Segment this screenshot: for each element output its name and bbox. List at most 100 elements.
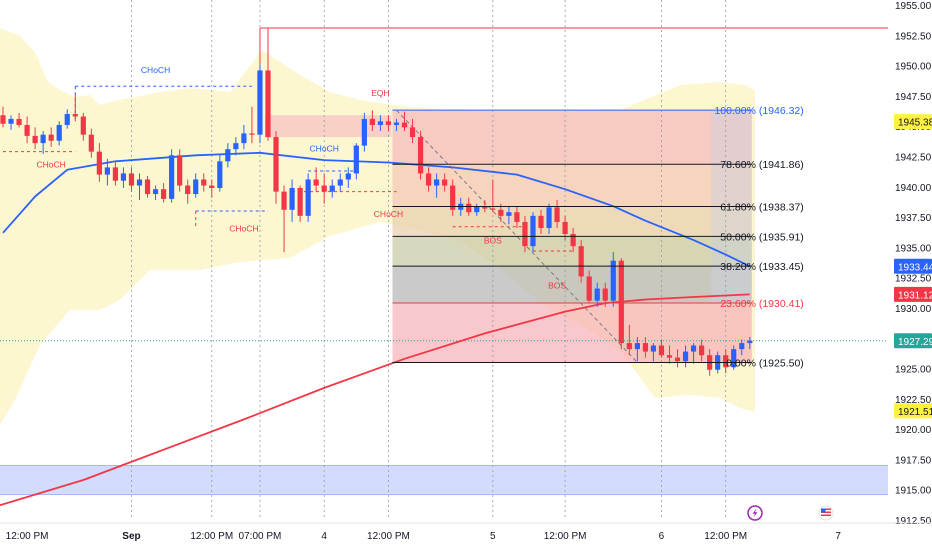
candle[interactable] [321,173,327,204]
candle[interactable] [24,116,30,144]
candle[interactable] [586,270,592,304]
candle[interactable] [377,115,384,132]
candle[interactable] [0,106,6,128]
candle[interactable] [353,143,359,180]
candle[interactable] [610,252,616,307]
candle[interactable] [739,339,745,356]
candle[interactable] [747,337,753,350]
candle[interactable] [690,343,697,364]
candle[interactable] [425,167,432,192]
candle[interactable] [634,337,640,362]
candle[interactable] [385,115,392,132]
candle[interactable] [64,109,70,129]
candle[interactable] [723,349,729,374]
candle[interactable] [650,343,657,362]
candle[interactable] [209,179,215,198]
candle[interactable] [409,118,416,144]
candle[interactable] [450,179,456,216]
candle[interactable] [201,173,207,192]
candle[interactable] [112,161,119,186]
candle[interactable] [731,345,737,370]
candle[interactable] [72,94,78,122]
candle[interactable] [554,200,560,228]
candle[interactable] [96,143,102,182]
candle[interactable] [297,185,303,222]
price-tag[interactable]: 1931.12 [894,286,932,302]
candle[interactable] [530,212,536,253]
candle[interactable] [144,175,151,198]
candle[interactable] [393,118,400,132]
candle[interactable] [48,127,54,147]
candles-layer[interactable] [0,28,753,376]
candle[interactable] [682,345,689,368]
candle[interactable] [570,227,576,253]
price-tag[interactable]: 1927.29 [894,333,932,349]
candle[interactable] [305,173,311,222]
candle[interactable] [666,345,673,364]
candle-body [321,185,327,192]
candle[interactable] [104,158,110,186]
candle[interactable] [345,167,351,188]
candle[interactable] [538,209,544,235]
candle[interactable] [506,206,512,225]
candle[interactable] [177,149,183,192]
price-tag[interactable]: 1945.38 [894,114,932,130]
candle[interactable] [40,131,46,155]
candle[interactable] [233,137,239,156]
candle[interactable] [217,155,223,192]
candle[interactable] [136,173,143,201]
candle[interactable] [128,167,135,192]
candle[interactable] [361,112,367,152]
candle[interactable] [369,110,375,132]
candle[interactable] [658,339,665,358]
fib-zone-100.00% [392,110,752,165]
lightning-icon[interactable] [747,505,763,521]
candle[interactable] [88,128,94,158]
candle[interactable] [474,203,480,216]
candle[interactable] [329,179,335,198]
candle[interactable] [699,339,705,362]
candle[interactable] [337,173,343,192]
candle[interactable] [257,64,263,144]
candle[interactable] [417,131,424,180]
candle[interactable] [434,173,440,198]
us-flag-icon[interactable] [818,505,834,521]
fibonacci-lines-layer[interactable]: 100.00% (1946.32) 78.60% (1941.86) 61.80% … [392,105,804,369]
candle[interactable] [80,112,86,141]
candle[interactable] [16,112,22,128]
candle[interactable] [56,121,62,146]
price-tag[interactable]: 1933.44 [894,258,932,274]
candle[interactable] [442,173,448,192]
time-axis[interactable]: 12:00 PM Sep 12:00 PM 07:00 PM 4 12:00 PM 5 12:… [0,522,932,542]
candle[interactable] [152,185,159,201]
candle[interactable] [265,28,271,141]
candle[interactable] [32,127,38,150]
candle[interactable] [161,183,167,203]
candle[interactable] [273,131,279,204]
candle[interactable] [578,240,584,283]
candle[interactable] [626,324,632,356]
candle[interactable] [241,124,247,150]
candle[interactable] [249,106,255,144]
candle[interactable] [546,203,552,235]
candle[interactable] [514,206,520,228]
candle[interactable] [642,337,648,358]
candle[interactable] [120,167,127,188]
candle[interactable] [193,173,199,198]
candle[interactable] [169,149,175,203]
price-tag[interactable]: 1921.51 [894,403,932,419]
candle[interactable] [281,185,287,253]
candle[interactable] [522,215,528,253]
candle[interactable] [185,179,191,204]
candle[interactable] [289,179,295,222]
candle[interactable] [674,349,681,368]
candle[interactable] [618,258,624,350]
event-icons[interactable] [747,505,834,521]
candle[interactable] [313,167,319,192]
candle[interactable] [8,115,14,130]
candle[interactable] [401,111,408,132]
price-axis[interactable]: 1955.001952.501950.001947.501945.001942.… [888,0,932,550]
candle[interactable] [225,143,231,168]
